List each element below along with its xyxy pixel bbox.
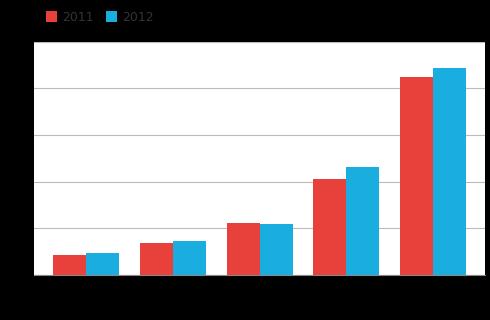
Bar <box>260 224 293 275</box>
Bar <box>314 179 346 275</box>
Bar <box>400 76 433 275</box>
Bar <box>433 68 466 275</box>
Bar <box>86 253 119 275</box>
Bar <box>173 241 206 275</box>
Legend: 2011, 2012: 2011, 2012 <box>41 6 159 29</box>
Bar <box>346 167 379 275</box>
Bar <box>140 243 173 275</box>
Bar <box>227 223 260 275</box>
Bar <box>53 255 86 275</box>
